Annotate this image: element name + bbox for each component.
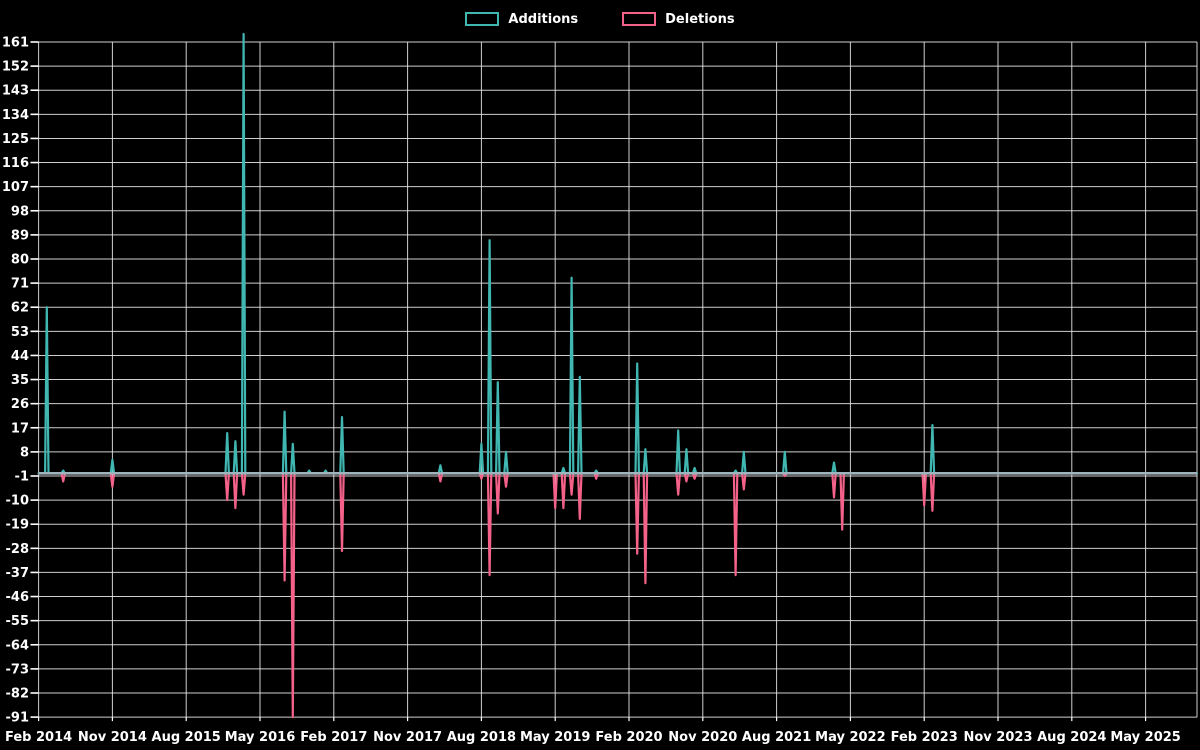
x-gridlines (38, 42, 1198, 718)
additions-line (37, 32, 1199, 475)
tick-label: 17 (11, 421, 29, 436)
deletions-legend-swatch (622, 12, 657, 26)
tick-label: 116 (2, 156, 29, 171)
tick-label: 89 (11, 228, 29, 243)
tick-label: 125 (2, 132, 29, 147)
y-axis-ticks (30, 41, 39, 718)
deletions-legend-label: Deletions (665, 11, 735, 27)
tick-label: -91 (6, 711, 30, 726)
tick-label: -10 (6, 494, 30, 509)
tick-label: 134 (2, 108, 29, 123)
tick-label: 53 (11, 325, 29, 340)
tick-label: May 2016 (225, 730, 296, 745)
tick-label: Feb 2020 (595, 730, 662, 745)
tick-label: -19 (6, 518, 30, 533)
tick-label: -46 (6, 590, 30, 605)
y-axis-labels: 161 152 143 134 125 116 107 98 89 80 71 62 53 44 35 26 1… (2, 36, 29, 726)
tick-label: Aug 2018 (447, 730, 516, 745)
chart-legend: Additions Deletions (0, 6, 1200, 32)
tick-label: Feb 2017 (300, 730, 367, 745)
tick-label: Aug 2015 (152, 730, 221, 745)
deletions-line (37, 472, 1199, 719)
tick-label: 44 (11, 349, 29, 364)
tick-label: May 2022 (815, 730, 886, 745)
x-axis-labels: Feb 2014 Nov 2014 Aug 2015 May 2016 Feb 2017… (5, 730, 1181, 745)
additions-legend-swatch (465, 12, 500, 26)
tick-label: May 2019 (520, 730, 591, 745)
tick-label: 143 (2, 84, 29, 99)
tick-label: Aug 2021 (742, 730, 811, 745)
legend-item-deletions[interactable]: Deletions (622, 11, 735, 27)
additions-legend-label: Additions (508, 11, 579, 27)
tick-label: Nov 2017 (373, 730, 442, 745)
tick-label: 80 (11, 252, 29, 267)
tick-label: -28 (6, 542, 30, 557)
tick-label: -64 (6, 638, 30, 653)
tick-label: -82 (6, 686, 30, 701)
tick-label: -1 (15, 469, 29, 484)
tick-label: 107 (2, 180, 29, 195)
tick-label: 8 (20, 445, 29, 460)
tick-label: May 2025 (1110, 730, 1181, 745)
tick-label: Feb 2014 (5, 730, 72, 745)
tick-label: 161 (2, 36, 29, 51)
tick-label: Nov 2023 (964, 730, 1033, 745)
tick-label: 35 (11, 373, 29, 388)
x-axis-ticks (37, 717, 1147, 722)
legend-item-additions[interactable]: Additions (465, 12, 578, 26)
tick-label: 62 (11, 301, 29, 316)
tick-label: 26 (11, 397, 29, 412)
tick-label: Feb 2023 (891, 730, 958, 745)
y-gridlines (38, 41, 1197, 718)
tick-label: -73 (6, 662, 30, 677)
tick-label: 71 (11, 277, 29, 292)
tick-label: Nov 2020 (668, 730, 737, 745)
tick-label: -55 (6, 614, 30, 629)
tick-label: 98 (11, 204, 29, 219)
tick-label: Nov 2014 (78, 730, 147, 745)
tick-label: Aug 2024 (1037, 730, 1106, 745)
tick-label: -37 (6, 566, 30, 581)
tick-label: 152 (2, 60, 29, 75)
